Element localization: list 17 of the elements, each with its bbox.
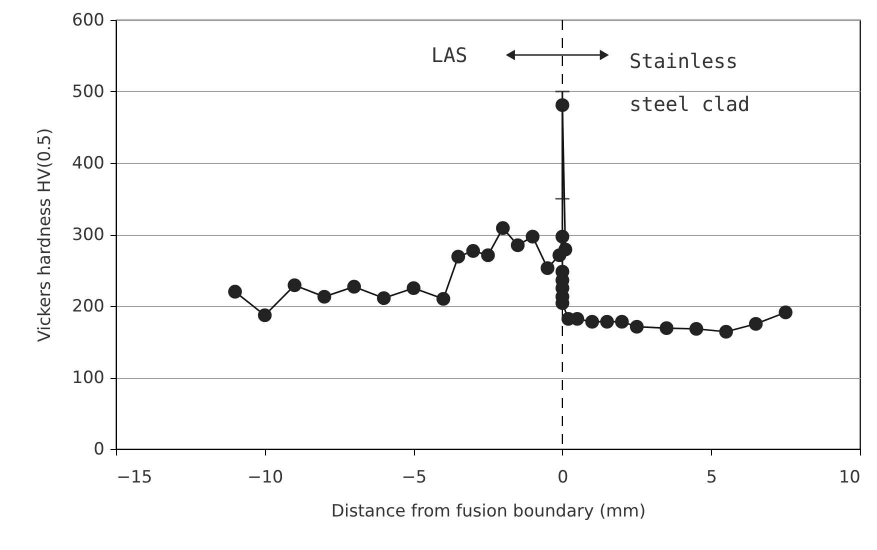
y-tick-label: 300 [72, 225, 104, 245]
y-axis-title: Vickers hardness HV(0.5) [35, 128, 56, 342]
y-tick-label: 600 [72, 10, 104, 30]
annotation: LAS [431, 43, 468, 67]
y-tick-label: 200 [72, 296, 104, 316]
y-tick-label: 100 [72, 368, 104, 388]
y-tick-label: 500 [72, 82, 104, 102]
annotation: Stainless steel clad [629, 49, 750, 116]
x-tick-label: 0 [557, 468, 568, 488]
x-tick-label: −15 [116, 468, 152, 488]
y-tick-label: 400 [72, 154, 104, 174]
x-tick-label: 5 [706, 468, 718, 488]
x-tick-label: −10 [247, 468, 284, 488]
x-tick-label: 10 [838, 468, 860, 488]
y-tick-label: 0 [94, 440, 104, 460]
x-axis-title: Distance from fusion boundary (mm) [331, 502, 646, 522]
x-tick-label: −5 [402, 468, 427, 488]
